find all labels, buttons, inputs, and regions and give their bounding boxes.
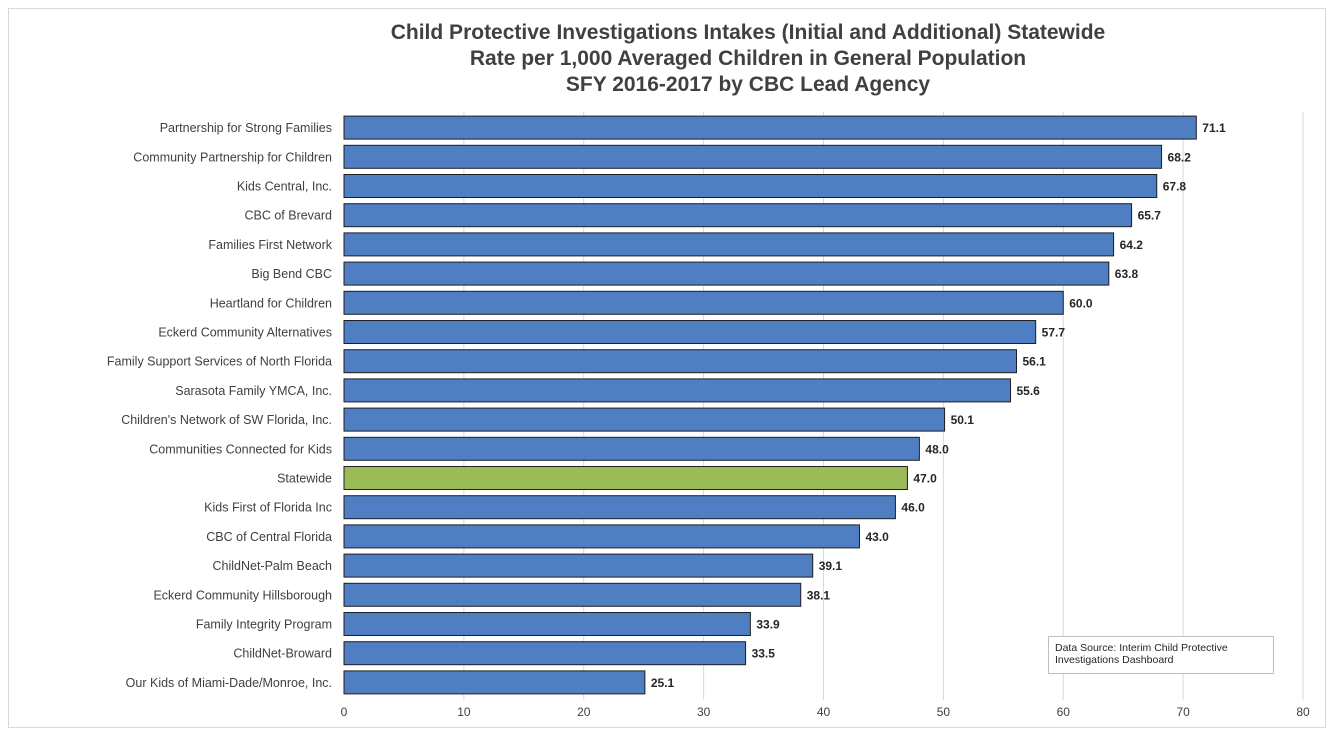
category-label: Kids First of Florida Inc (204, 501, 332, 515)
x-tick-label: 30 (697, 705, 711, 719)
value-label: 67.8 (1163, 180, 1187, 194)
x-tick-label: 10 (457, 705, 471, 719)
value-label: 46.0 (901, 501, 925, 515)
value-label: 33.9 (756, 618, 780, 632)
category-label: Statewide (277, 472, 332, 486)
value-label: 48.0 (925, 442, 949, 456)
grid-lines (463, 112, 1304, 700)
bar (343, 612, 751, 636)
bar (343, 553, 814, 578)
bar (343, 436, 920, 461)
value-label: 50.1 (951, 413, 975, 427)
bar (343, 320, 1037, 344)
value-label: 55.6 (1017, 384, 1041, 398)
value-label: 57.7 (1042, 326, 1066, 340)
bar (343, 232, 1115, 257)
value-label: 25.1 (651, 676, 675, 690)
value-label: 43.0 (865, 530, 889, 544)
category-label: Community Partnership for Children (133, 150, 332, 164)
bar (343, 495, 896, 520)
category-label: Our Kids of Miami-Dade/Monroe, Inc. (126, 676, 332, 690)
bar (343, 290, 1064, 315)
category-label: Families First Network (208, 238, 332, 252)
bar (343, 378, 1012, 403)
bar (343, 261, 1110, 286)
x-tick-label: 50 (937, 705, 951, 719)
x-tick-label: 70 (1176, 705, 1190, 719)
bar (343, 524, 860, 549)
labels: 0 10 20 30 40 50 60 70 80 Partnership for Strong … (107, 121, 1310, 719)
category-label: Children's Network of SW Florida, Inc. (121, 413, 332, 427)
bar (343, 641, 747, 666)
x-tick-label: 20 (577, 705, 591, 719)
category-label: Kids Central, Inc. (237, 180, 332, 194)
bar (343, 349, 1017, 374)
chart-frame (8, 8, 1326, 728)
x-tick-label: 40 (817, 705, 831, 719)
value-label: 68.2 (1168, 150, 1192, 164)
x-tick-label: 0 (341, 705, 348, 719)
category-label: CBC of Central Florida (206, 530, 332, 544)
category-label: ChildNet-Palm Beach (213, 559, 333, 573)
value-label: 33.5 (752, 647, 776, 661)
category-label: Sarasota Family YMCA, Inc. (175, 384, 332, 398)
value-label: 63.8 (1115, 267, 1139, 281)
category-label: Family Support Services of North Florida (107, 355, 332, 369)
x-tick-label: 60 (1057, 705, 1071, 719)
x-tick-label: 80 (1296, 705, 1310, 719)
value-label: 56.1 (1022, 355, 1046, 369)
category-label: CBC of Brevard (244, 209, 332, 223)
bar (343, 670, 646, 695)
chart-title-line-2: Rate per 1,000 Averaged Children in Gene… (469, 47, 1027, 70)
category-label: Eckerd Community Hillsborough (153, 588, 332, 602)
chart-title-line-1: Child Protective Investigations Intakes … (390, 21, 1106, 44)
value-label: 65.7 (1138, 209, 1162, 223)
chart-title: Child Protective Investigations Intakes … (0, 20, 1330, 98)
bar (343, 203, 1133, 228)
category-label: Partnership for Strong Families (160, 121, 332, 135)
category-label: Family Integrity Program (196, 618, 332, 632)
category-label: Eckerd Community Alternatives (158, 326, 332, 340)
value-label: 60.0 (1069, 296, 1093, 310)
category-label: Heartland for Children (210, 296, 332, 310)
category-label: ChildNet-Broward (233, 647, 332, 661)
category-label: Communities Connected for Kids (149, 442, 332, 456)
chart-title-line-3: SFY 2016-2017 by CBC Lead Agency (565, 73, 931, 96)
bar (343, 144, 1163, 169)
value-label: 47.0 (913, 472, 937, 486)
bar (343, 115, 1197, 140)
value-label: 64.2 (1120, 238, 1144, 252)
bar (343, 582, 802, 607)
bar (343, 174, 1158, 198)
bars (343, 115, 1197, 695)
value-label: 71.1 (1202, 121, 1226, 135)
bar (343, 407, 946, 432)
bar (343, 466, 908, 490)
category-label: Big Bend CBC (251, 267, 332, 281)
value-label: 39.1 (819, 559, 843, 573)
value-label: 38.1 (807, 588, 831, 602)
data-source-note: Data Source: Interim Child Protective In… (1048, 636, 1274, 674)
